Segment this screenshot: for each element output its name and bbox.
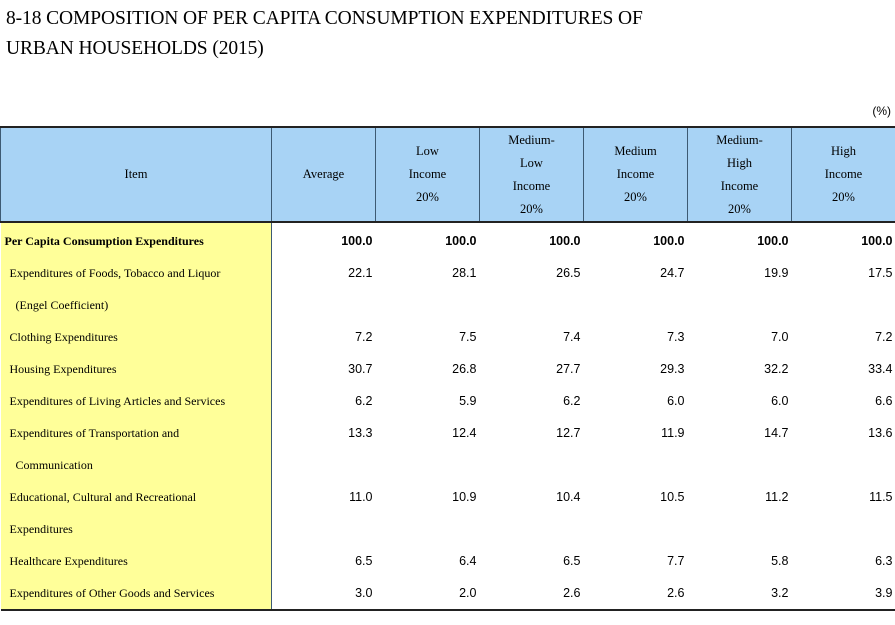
cell-medium: 24.7 <box>660 266 685 280</box>
cell-average: 6.2 <box>355 394 373 408</box>
cell-medium-low: 2.6 <box>479 577 584 611</box>
header-medium-high-income: Medium- High Income 20% <box>687 126 792 223</box>
header-medium-low-income: Medium- Low Income 20% <box>479 126 584 223</box>
row-label: Educational, Cultural and Recreational Ex… <box>0 481 272 545</box>
cell-medium-high: 32.2 <box>764 362 789 376</box>
table-row: Expenditures of Foods, Tobacco and Liquo… <box>0 257 895 321</box>
header-high-income: High Income 20% <box>791 126 895 223</box>
cell-high: 7.2 <box>875 330 893 344</box>
cell-low: 28.1 <box>452 266 477 280</box>
table-row: Expenditures of Other Goods and Services… <box>0 577 895 611</box>
cell-medium: 7.7 <box>667 554 685 568</box>
row-label: Per Capita Consumption Expenditures <box>0 222 272 257</box>
cell-medium-high: 19.9 <box>764 266 789 280</box>
cell-high: 13.6 <box>868 426 893 440</box>
cell-medium: 7.3 <box>667 330 685 344</box>
row-label: Healthcare Expenditures <box>0 545 272 577</box>
cell-low: 12.4 <box>452 426 477 440</box>
title-line-1: 8-18 COMPOSITION OF PER CAPITA CONSUMPTI… <box>6 8 643 29</box>
cell-low: 6.4 <box>459 554 477 568</box>
cell-average: 11.0 <box>349 490 373 504</box>
cell-high: 3.9 <box>791 577 895 611</box>
cell-high: 17.5 <box>868 266 893 280</box>
cell-medium-low: 26.5 <box>556 266 581 280</box>
row-label: Clothing Expenditures <box>0 321 272 353</box>
cell-average: 6.5 <box>355 554 373 568</box>
title-line-2: URBAN HOUSEHOLDS (2015) <box>6 38 264 59</box>
cell-high: 6.3 <box>875 554 893 568</box>
cell-medium-low: 6.5 <box>563 554 581 568</box>
cell-medium-low: 6.2 <box>563 394 581 408</box>
cell-high: 33.4 <box>868 362 893 376</box>
header-item: Item <box>0 126 272 223</box>
table-row: Housing Expenditures 30.7 26.8 27.7 29.3… <box>0 353 895 385</box>
cell-average: 3.0 <box>271 577 376 611</box>
cell-medium-high: 14.7 <box>764 426 789 440</box>
row-label: Housing Expenditures <box>0 353 272 385</box>
row-label: Expenditures of Living Articles and Serv… <box>0 385 272 417</box>
cell-medium-low: 12.7 <box>556 426 581 440</box>
cell-medium: 100.0 <box>653 234 685 248</box>
cell-average: 13.3 <box>348 426 373 440</box>
cell-medium-low: 27.7 <box>556 362 581 376</box>
cell-medium: 10.5 <box>660 490 685 504</box>
cell-low: 10.9 <box>452 490 477 504</box>
cell-medium-high: 6.0 <box>771 394 789 408</box>
header-average: Average <box>271 126 376 223</box>
cell-high: 11.5 <box>869 490 893 504</box>
expenditure-table: Item Average Low Income 20% Medium- Low Inco… <box>0 126 895 611</box>
cell-medium-low: 7.4 <box>563 330 581 344</box>
cell-average: 7.2 <box>355 330 373 344</box>
cell-high: 6.6 <box>875 394 893 408</box>
cell-low: 5.9 <box>459 394 477 408</box>
table-row: Clothing Expenditures 7.2 7.5 7.4 7.3 7.… <box>0 321 895 353</box>
cell-medium-low: 100.0 <box>549 234 581 248</box>
cell-medium-high: 100.0 <box>757 234 789 248</box>
cell-low: 100.0 <box>445 234 477 248</box>
row-label: Expenditures of Other Goods and Services <box>0 577 272 611</box>
unit-label: (%) <box>872 104 891 118</box>
table-row-total: Per Capita Consumption Expenditures 100.… <box>0 222 895 257</box>
table-row: Healthcare Expenditures 6.5 6.4 6.5 7.7 … <box>0 545 895 577</box>
header-row: Item Average Low Income 20% Medium- Low Inco… <box>0 126 895 223</box>
table-row: Expenditures of Living Articles and Serv… <box>0 385 895 417</box>
cell-low: 2.0 <box>375 577 480 611</box>
header-medium-income: Medium Income 20% <box>583 126 688 223</box>
cell-medium-high: 11.2 <box>765 490 789 504</box>
cell-average: 22.1 <box>348 266 373 280</box>
cell-medium-high: 7.0 <box>771 330 789 344</box>
table-row: Educational, Cultural and Recreational Ex… <box>0 481 895 545</box>
cell-medium: 11.9 <box>661 426 685 440</box>
cell-low: 7.5 <box>459 330 477 344</box>
cell-medium: 2.6 <box>583 577 688 611</box>
header-low-income: Low Income 20% <box>375 126 480 223</box>
cell-medium-low: 10.4 <box>556 490 581 504</box>
row-label: Expenditures of Foods, Tobacco and Liquo… <box>0 257 272 321</box>
cell-high: 100.0 <box>861 234 893 248</box>
cell-medium-high: 5.8 <box>771 554 789 568</box>
cell-low: 26.8 <box>452 362 477 376</box>
cell-medium: 6.0 <box>667 394 685 408</box>
cell-medium: 29.3 <box>660 362 685 376</box>
cell-average: 30.7 <box>348 362 373 376</box>
page-title: 8-18 COMPOSITION OF PER CAPITA CONSUMPTI… <box>6 4 643 64</box>
cell-medium-high: 3.2 <box>687 577 792 611</box>
cell-average: 100.0 <box>341 234 373 248</box>
row-label: Expenditures of Transportation and Commun… <box>0 417 272 481</box>
table-row: Expenditures of Transportation and Commun… <box>0 417 895 481</box>
